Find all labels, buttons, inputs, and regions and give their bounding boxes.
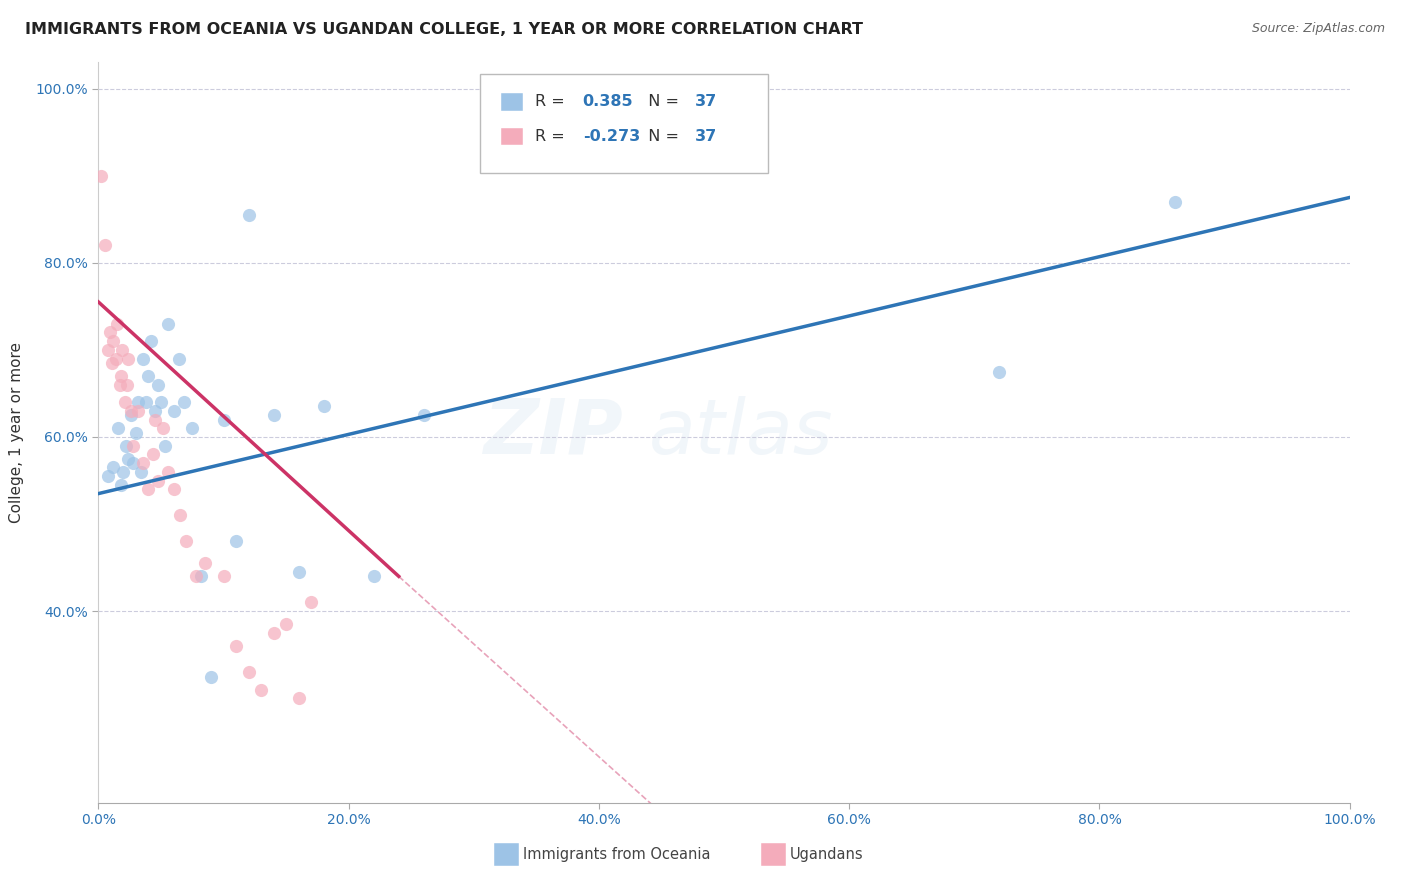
Point xyxy=(127,404,149,418)
Point xyxy=(111,343,134,357)
FancyBboxPatch shape xyxy=(502,93,523,111)
Point xyxy=(117,351,139,366)
Point xyxy=(152,421,174,435)
Point xyxy=(274,617,298,632)
Point xyxy=(122,456,145,470)
Point xyxy=(184,569,207,583)
Point xyxy=(173,395,195,409)
Point xyxy=(115,377,138,392)
Point xyxy=(135,395,157,409)
Text: atlas: atlas xyxy=(650,396,834,469)
Point xyxy=(110,478,132,492)
Point xyxy=(238,665,260,680)
Point xyxy=(97,469,120,483)
Point xyxy=(90,169,112,183)
Text: N =: N = xyxy=(638,129,683,144)
Point xyxy=(132,456,155,470)
Point xyxy=(143,404,166,418)
Point xyxy=(97,343,120,357)
Point xyxy=(115,439,138,453)
Text: Immigrants from Oceania: Immigrants from Oceania xyxy=(523,847,710,862)
Point xyxy=(107,421,129,435)
Point xyxy=(194,556,217,570)
Point xyxy=(125,425,148,440)
Point xyxy=(212,412,235,426)
Point xyxy=(174,534,197,549)
Point xyxy=(105,317,128,331)
Point xyxy=(153,439,176,453)
Point xyxy=(120,408,142,422)
Text: 0.385: 0.385 xyxy=(582,95,633,109)
Text: 37: 37 xyxy=(696,129,717,144)
Text: -0.273: -0.273 xyxy=(582,129,640,144)
Y-axis label: College, 1 year or more: College, 1 year or more xyxy=(10,343,24,523)
Point xyxy=(299,595,322,609)
Point xyxy=(363,569,385,583)
Point xyxy=(263,626,285,640)
Point xyxy=(138,369,160,384)
Point xyxy=(132,351,155,366)
Point xyxy=(238,208,260,222)
Text: ZIP: ZIP xyxy=(484,396,624,469)
Point xyxy=(112,465,135,479)
Text: R =: R = xyxy=(536,129,569,144)
Point xyxy=(139,334,162,348)
Point xyxy=(988,365,1011,379)
Point xyxy=(287,565,309,579)
Point xyxy=(103,460,125,475)
Point xyxy=(1163,194,1185,209)
Text: N =: N = xyxy=(638,95,683,109)
Point xyxy=(250,682,273,697)
Point xyxy=(138,482,160,496)
Point xyxy=(148,377,170,392)
Point xyxy=(98,326,121,340)
Point xyxy=(120,404,142,418)
Text: 37: 37 xyxy=(696,95,717,109)
FancyBboxPatch shape xyxy=(479,73,768,173)
Point xyxy=(143,412,166,426)
Text: IMMIGRANTS FROM OCEANIA VS UGANDAN COLLEGE, 1 YEAR OR MORE CORRELATION CHART: IMMIGRANTS FROM OCEANIA VS UGANDAN COLLE… xyxy=(25,22,863,37)
Point xyxy=(129,465,152,479)
Point xyxy=(287,691,309,706)
Point xyxy=(412,408,434,422)
Point xyxy=(150,395,173,409)
Point xyxy=(142,447,165,461)
Point xyxy=(93,238,115,252)
Point xyxy=(101,356,124,370)
Point xyxy=(157,465,180,479)
Point xyxy=(104,351,127,366)
Point xyxy=(148,474,170,488)
Point xyxy=(108,377,131,392)
Text: R =: R = xyxy=(536,95,569,109)
Point xyxy=(167,351,190,366)
Point xyxy=(110,369,132,384)
Point xyxy=(181,421,204,435)
Point xyxy=(212,569,235,583)
Point xyxy=(103,334,125,348)
Point xyxy=(225,534,247,549)
Point xyxy=(190,569,212,583)
Point xyxy=(162,482,184,496)
Point xyxy=(157,317,180,331)
Text: Source: ZipAtlas.com: Source: ZipAtlas.com xyxy=(1251,22,1385,36)
Point xyxy=(312,400,335,414)
Point xyxy=(127,395,149,409)
Point xyxy=(263,408,285,422)
Point xyxy=(162,404,184,418)
FancyBboxPatch shape xyxy=(502,128,523,145)
Point xyxy=(122,439,145,453)
Point xyxy=(169,508,191,523)
Point xyxy=(225,639,247,653)
Point xyxy=(117,451,139,466)
Point xyxy=(200,669,222,683)
Text: Ugandans: Ugandans xyxy=(790,847,863,862)
Point xyxy=(114,395,136,409)
